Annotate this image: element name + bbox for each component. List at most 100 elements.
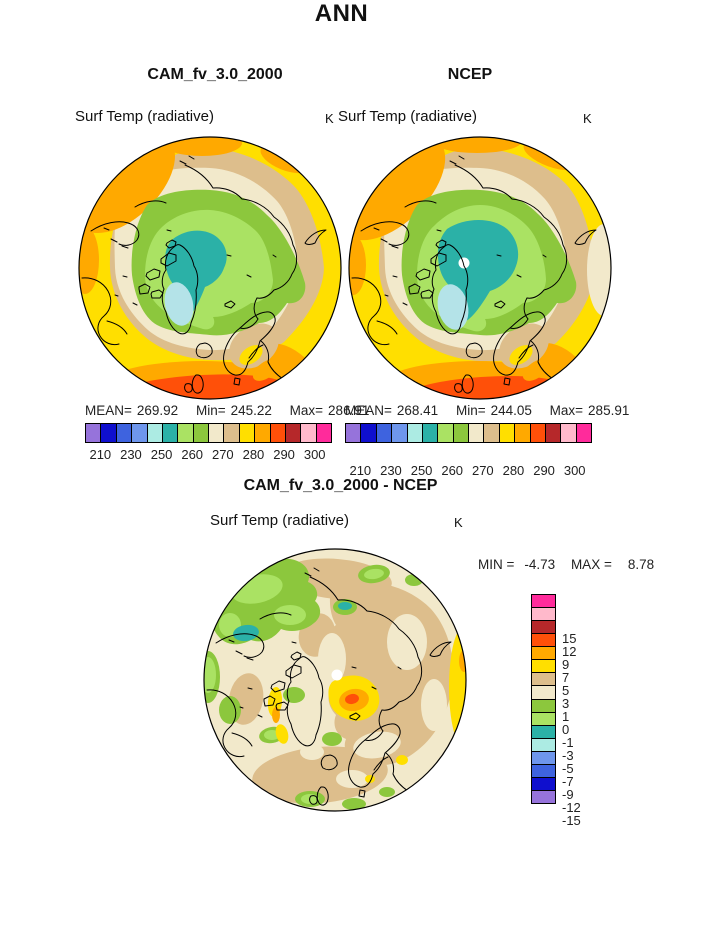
ncep-colorbar [345, 423, 592, 443]
diff-min-value: -4.73 [524, 557, 556, 572]
colorbar-segment [131, 424, 147, 442]
region-cream-patches [300, 614, 447, 788]
ncep-stats: MEAN= 268.41 Min= 244.05 Max= 285.91 [345, 403, 629, 418]
colorbar-tick-label: 300 [303, 447, 326, 462]
colorbar-segment [452, 424, 468, 442]
colorbar-segment [532, 776, 555, 790]
colorbar-segment [532, 711, 555, 725]
diff-colorbar-tick-label: -5 [562, 761, 574, 776]
diff-max-label: MAX = [570, 557, 612, 572]
diff-colorbar-tick-label: 0 [562, 722, 570, 737]
colorbar-tick-label: 250 [150, 447, 173, 462]
diff-colorbar-tick-label: -3 [562, 748, 574, 763]
diff-stats: MIN = -4.73 MAX = 8.78 [478, 557, 654, 572]
diff-colorbar-tick-label: -1 [562, 735, 574, 750]
map-diff [203, 548, 467, 812]
colorbar-segment [532, 659, 555, 673]
colorbar-segment [532, 698, 555, 712]
panel-diff-title: CAM_fv_3.0_2000 - NCEP [243, 477, 438, 494]
region-palecyan-greenland [164, 282, 194, 326]
colorbar-segment [269, 424, 285, 442]
diff-colorbar-tick-label: 7 [562, 670, 570, 685]
diff-colorbar-tick-label: 9 [562, 657, 570, 672]
cam-stats: MEAN= 269.92 Min= 245.22 Max= 286.91 [85, 403, 369, 418]
region-cream-rim-patch [587, 224, 611, 316]
colorbar-segment [532, 763, 555, 777]
diff-colorbar-tick-label: 5 [562, 683, 570, 698]
cam-mean-label: MEAN= [85, 403, 132, 418]
colorbar-segment [406, 424, 422, 442]
colorbar-segment [532, 737, 555, 751]
colorbar-tick-label: 280 [242, 447, 265, 462]
colorbar-segment [483, 424, 499, 442]
ncep-max-label: Max= [549, 403, 584, 418]
colorbar-tick-label: 270 [211, 447, 234, 462]
colorbar-segment [468, 424, 484, 442]
cam-max-value: 286.91 [328, 403, 370, 418]
colorbar-tick-label: 270 [471, 463, 494, 478]
colorbar-tick-label: 230 [380, 463, 402, 478]
cam-units-label: K [325, 111, 334, 126]
colorbar-segment [223, 424, 239, 442]
ncep-mean-value: 268.41 [396, 403, 439, 418]
colorbar-segment [532, 672, 555, 686]
colorbar-segment [146, 424, 162, 442]
colorbar-tick-label: 260 [181, 447, 204, 462]
map-border [203, 548, 467, 812]
colorbar-segment [560, 424, 576, 442]
colorbar-segment [115, 424, 132, 442]
colorbar-tick-label: 280 [502, 463, 525, 478]
cam-contour-layer [79, 137, 341, 399]
cam-colorbar-ticks: 210 230 250 260 270 280 290 300 [85, 447, 330, 463]
pole-gap-dot [458, 257, 470, 269]
cam-colorbar [85, 423, 332, 443]
colorbar-segment [360, 424, 376, 442]
diff-field-label: Surf Temp (radiative) [210, 512, 349, 529]
colorbar-segment [437, 424, 453, 442]
map-ncep [348, 136, 612, 400]
region-baltic-orange [522, 359, 550, 381]
colorbar-tick-label: 250 [410, 463, 433, 478]
ncep-min-value: 244.05 [490, 403, 532, 418]
diff-colorbar [531, 594, 556, 804]
colorbar-tick-label: 260 [441, 463, 464, 478]
ncep-min-label: Min= [455, 403, 486, 418]
map-border [78, 136, 342, 400]
diff-colorbar-labels: 15 12 9 7 5 3 1 0 -1 -3 -5 -7 -9 -12 -15 [562, 626, 606, 836]
ncep-colorbar-ticks: 210 230 250 260 270 280 290 300 [345, 463, 590, 479]
colorbar-segment [498, 424, 515, 442]
colorbar-segment [100, 424, 116, 442]
pole-gap-dot [331, 669, 343, 681]
panel-cam-title: CAM_fv_3.0_2000 [147, 66, 283, 83]
colorbar-segment [421, 424, 438, 442]
cam-field-label: Surf Temp (radiative) [75, 108, 214, 125]
colorbar-segment [532, 724, 555, 738]
colorbar-segment [532, 620, 555, 634]
colorbar-segment [238, 424, 255, 442]
cam-max-label: Max= [289, 403, 324, 418]
diff-colorbar-tick-label: -9 [562, 787, 574, 802]
colorbar-segment [544, 424, 561, 442]
colorbar-tick-label: 290 [273, 447, 295, 462]
diff-colorbar-tick-label: -12 [562, 800, 581, 815]
colorbar-segment [284, 424, 301, 442]
diff-colorbar-tick-label: 12 [562, 644, 577, 659]
colorbar-segment [208, 424, 224, 442]
colorbar-segment [161, 424, 178, 442]
colorbar-tick-label: 210 [349, 463, 372, 478]
map-border [348, 136, 612, 400]
colorbar-segment [192, 424, 208, 442]
colorbar-segment [300, 424, 316, 442]
diff-colorbar-tick-label: -15 [562, 813, 581, 828]
cam-min-value: 245.22 [230, 403, 272, 418]
diff-colorbar-tick-label: 15 [562, 631, 577, 646]
colorbar-segment [529, 424, 545, 442]
colorbar-segment [391, 424, 407, 442]
diff-colorbar-tick-label: 3 [562, 696, 570, 711]
page-title: ANN [314, 0, 369, 27]
colorbar-segment [254, 424, 270, 442]
ncep-units-label: K [583, 111, 592, 126]
region-orangered-core [345, 693, 359, 705]
colorbar-tick-label: 290 [533, 463, 555, 478]
colorbar-segment [514, 424, 530, 442]
